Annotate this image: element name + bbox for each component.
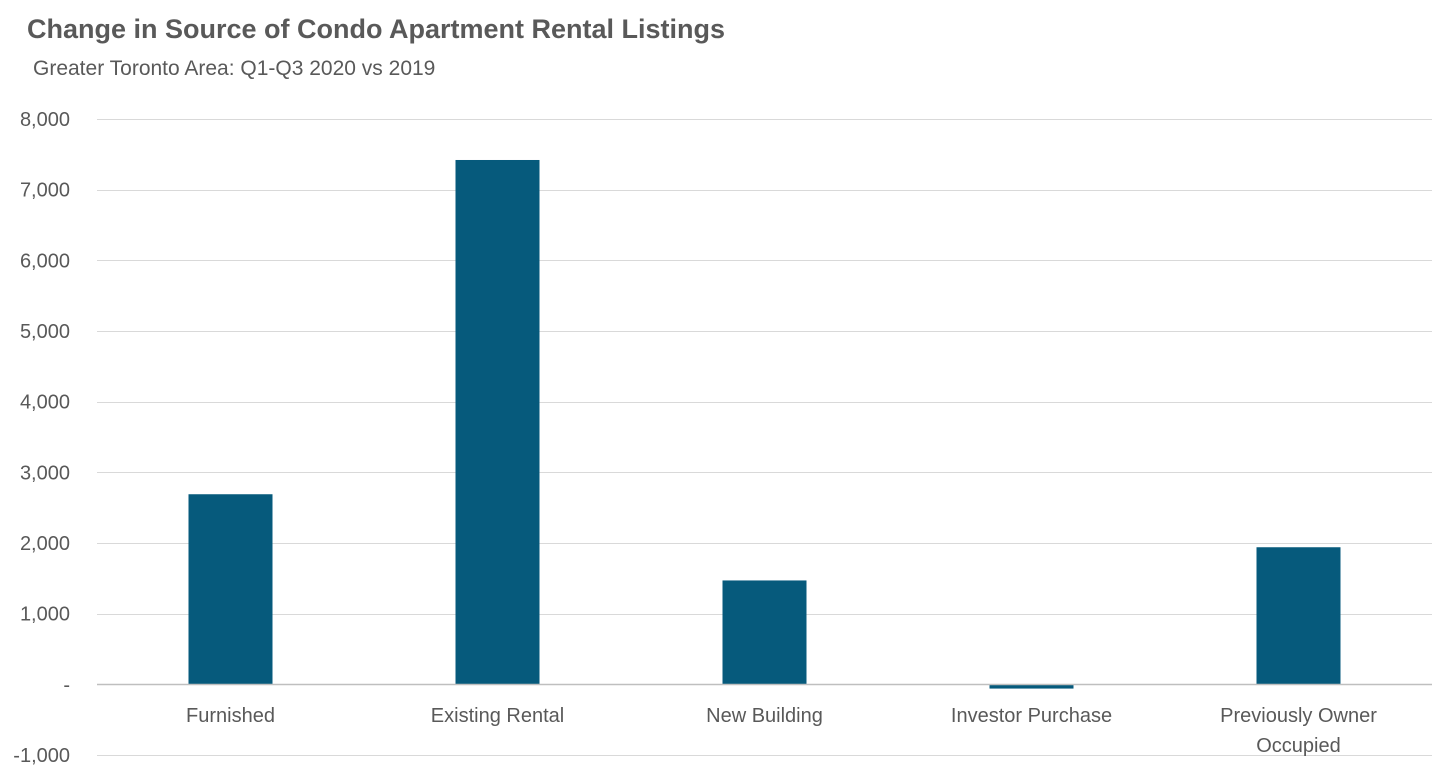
y-tick-label: 4,000 <box>20 392 70 414</box>
x-category-label-line: Investor Purchase <box>951 705 1112 727</box>
y-tick-label: 8,000 <box>20 109 70 131</box>
y-tick-label: 6,000 <box>20 250 70 272</box>
x-category-label-line: Furnished <box>186 705 275 727</box>
y-tick-label: -1,000 <box>13 745 70 767</box>
y-tick-label: 5,000 <box>20 321 70 343</box>
x-category-label-line: New Building <box>706 705 823 727</box>
bar <box>989 684 1074 689</box>
x-category-label: Furnished <box>186 705 275 727</box>
x-category-label: New Building <box>706 705 823 727</box>
y-tick-label: - <box>63 674 70 696</box>
x-category-label: Previously Owner Occupied <box>1220 705 1377 757</box>
x-category-label-line: Occupied <box>1256 735 1341 757</box>
y-tick-label: 2,000 <box>20 533 70 555</box>
x-category-label: Existing Rental <box>431 705 564 727</box>
gridlines <box>97 119 1432 756</box>
y-tick-label: 7,000 <box>20 180 70 202</box>
bar <box>722 580 807 685</box>
chart-title: Change in Source of Condo Apartment Rent… <box>27 14 726 44</box>
y-axis-tick-labels: -1,000-1,0002,0003,0004,0005,0006,0007,0… <box>13 109 70 767</box>
x-category-label: Investor Purchase <box>951 705 1112 727</box>
bar <box>455 159 540 685</box>
x-category-label-line: Previously Owner <box>1220 705 1377 727</box>
x-axis-category-labels: Furnished Existing Rental New Building Inve… <box>186 705 1377 757</box>
bar <box>1256 547 1341 685</box>
chart-subtitle: Greater Toronto Area: Q1-Q3 2020 vs 2019 <box>33 57 436 80</box>
y-tick-label: 1,000 <box>20 604 70 626</box>
y-tick-label: 3,000 <box>20 462 70 484</box>
x-category-label-line: Existing Rental <box>431 705 564 727</box>
bar <box>188 494 273 685</box>
bars <box>188 159 1341 689</box>
